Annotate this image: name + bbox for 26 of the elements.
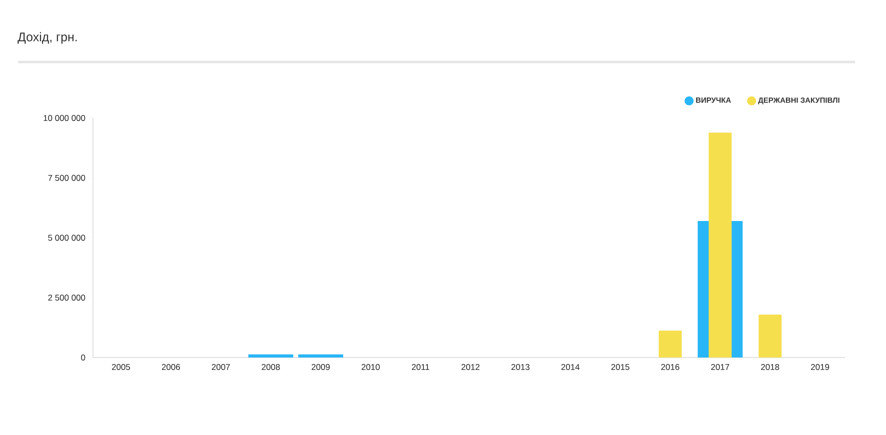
- bar: [298, 354, 344, 358]
- chart-title: Дохід, грн.: [18, 32, 77, 44]
- y-tick-label: 7 500 000: [48, 174, 86, 181]
- bar: [708, 132, 732, 358]
- x-tick-label: 2011: [412, 364, 430, 370]
- x-tick-label: 2019: [811, 364, 830, 370]
- x-tick-label: 2017: [711, 364, 730, 370]
- x-tick-label: 2007: [212, 364, 230, 370]
- y-tick-label: 10 000 000: [44, 115, 86, 121]
- bar: [658, 330, 682, 358]
- x-tick-label: 2012: [462, 364, 480, 370]
- x-tick-label: 2008: [262, 364, 280, 370]
- x-tick-label: 2006: [162, 364, 180, 370]
- bar: [758, 314, 782, 358]
- x-tick-label: 2010: [362, 364, 380, 370]
- y-tick-label: 2 500 000: [48, 294, 86, 301]
- bar: [248, 354, 294, 358]
- x-tick-label: 2005: [112, 364, 130, 370]
- y-tick-label: 5 000 000: [48, 234, 86, 241]
- x-tick-label: 2009: [312, 364, 330, 370]
- x-tick-label: 2016: [661, 364, 680, 370]
- y-tick-label: 0: [81, 354, 86, 360]
- x-tick-label: 2018: [761, 364, 780, 370]
- x-tick-label: 2013: [511, 364, 530, 370]
- x-tick-label: 2015: [611, 364, 630, 370]
- x-tick-label: 2014: [561, 364, 580, 370]
